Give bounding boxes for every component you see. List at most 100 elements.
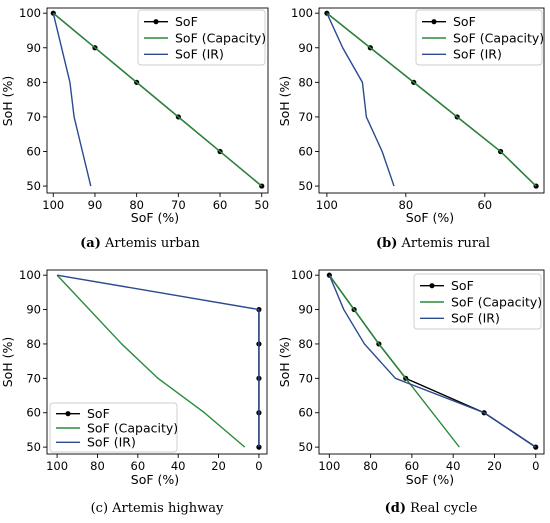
x-axis-label: SoF (%) bbox=[131, 472, 179, 487]
y-tick-label: 60 bbox=[298, 145, 313, 159]
data-point bbox=[256, 444, 262, 450]
legend-entry: SoF (Capacity) bbox=[451, 294, 542, 309]
y-tick-label: 90 bbox=[298, 303, 313, 317]
panel-caption: (d) Real cycle bbox=[385, 501, 478, 516]
chart-panel-3: 100 80 60 40 20 0 50 60 70 80 90 100 SoF (%) SoH (%) S… bbox=[0, 268, 268, 516]
caption-text: Real cycle bbox=[406, 501, 478, 516]
plot-frame bbox=[318, 7, 545, 194]
legend-entry: SoF (IR) bbox=[87, 435, 136, 450]
legend-marker bbox=[429, 283, 435, 289]
legend-entry: SoF (Capacity) bbox=[453, 30, 544, 45]
legend-entry: SoF (Capacity) bbox=[175, 30, 266, 45]
series-line-3 bbox=[52, 13, 92, 187]
legend-entry: SoF (Capacity) bbox=[87, 420, 178, 435]
panel-caption: (b) Artemis rural bbox=[376, 236, 490, 251]
legend-box bbox=[413, 273, 542, 330]
x-tick-label: 100 bbox=[318, 459, 340, 473]
chart-panel-4: 100 80 60 40 20 0 50 60 70 80 90 100 SoF (%) SoH (%) S… bbox=[277, 268, 545, 516]
x-tick-label: 20 bbox=[211, 459, 226, 473]
y-tick-label: 50 bbox=[26, 440, 41, 454]
legend-marker bbox=[153, 19, 159, 25]
legend-entry: SoF bbox=[175, 14, 198, 29]
x-tick-label: 0 bbox=[532, 459, 539, 473]
y-tick-label: 100 bbox=[19, 268, 41, 282]
legend-entry: SoF bbox=[87, 406, 110, 421]
series-line-3 bbox=[56, 274, 260, 448]
y-axis-label: SoH (%) bbox=[0, 337, 15, 388]
series-line-2 bbox=[326, 12, 537, 187]
x-tick-label: 100 bbox=[46, 459, 68, 473]
caption-text: Artemis urban bbox=[101, 236, 201, 251]
x-axis-label: SoF (%) bbox=[406, 210, 454, 225]
series-line-2 bbox=[52, 12, 263, 187]
x-tick-label: 100 bbox=[42, 198, 64, 212]
y-tick-label: 70 bbox=[298, 371, 313, 385]
x-tick-label: 60 bbox=[131, 459, 146, 473]
legend-entry: SoF bbox=[451, 278, 474, 293]
plot-frame bbox=[46, 269, 268, 455]
x-tick-label: 80 bbox=[90, 459, 105, 473]
caption-text: (c) Artemis highway bbox=[91, 501, 224, 516]
y-tick-label: 90 bbox=[26, 303, 41, 317]
x-axis-label: SoF (%) bbox=[131, 210, 179, 225]
panel-caption: (c) Artemis highway bbox=[91, 501, 224, 516]
legend-marker bbox=[65, 411, 71, 417]
y-tick-label: 70 bbox=[26, 371, 41, 385]
y-tick-label: 80 bbox=[298, 337, 313, 351]
x-tick-label: 60 bbox=[213, 198, 228, 212]
y-tick-label: 80 bbox=[26, 75, 41, 89]
y-tick-label: 50 bbox=[298, 179, 313, 193]
y-axis-label: SoH (%) bbox=[277, 337, 292, 388]
y-tick-label: 60 bbox=[26, 145, 41, 159]
legend-box bbox=[49, 402, 178, 453]
y-tick-label: 80 bbox=[298, 75, 313, 89]
caption-letter: (a) bbox=[80, 236, 101, 251]
caption-text: Artemis rural bbox=[397, 236, 490, 251]
chart-panel-1: 100 90 80 70 60 50 50 60 70 80 90 100 SoF (%) SoH (%)… bbox=[0, 6, 269, 251]
chart-panel-2: 100 80 60 50 60 70 80 90 100 SoF (%) SoH (%) SoFSoF… bbox=[277, 6, 545, 251]
x-tick-label: 100 bbox=[316, 198, 338, 212]
panel-caption: (a) Artemis urban bbox=[80, 236, 200, 251]
y-tick-label: 90 bbox=[298, 41, 313, 55]
y-tick-label: 60 bbox=[298, 406, 313, 420]
x-tick-label: 60 bbox=[405, 459, 420, 473]
y-tick-label: 70 bbox=[298, 110, 313, 124]
x-tick-label: 50 bbox=[254, 198, 269, 212]
legend-marker bbox=[431, 19, 437, 25]
legend-box bbox=[137, 9, 266, 66]
y-axis-label: SoH (%) bbox=[277, 76, 292, 127]
legend-box bbox=[415, 9, 543, 66]
y-tick-label: 100 bbox=[291, 6, 313, 20]
x-tick-label: 60 bbox=[477, 198, 492, 212]
legend-entry: SoF (IR) bbox=[175, 47, 224, 62]
y-tick-label: 80 bbox=[26, 337, 41, 351]
x-tick-label: 70 bbox=[171, 198, 186, 212]
x-axis-label: SoF (%) bbox=[406, 472, 454, 487]
x-tick-label: 0 bbox=[255, 459, 262, 473]
y-tick-label: 100 bbox=[291, 268, 313, 282]
y-tick-label: 50 bbox=[298, 440, 313, 454]
series-line-3 bbox=[326, 12, 395, 187]
x-tick-label: 80 bbox=[363, 459, 378, 473]
legend-entry: SoF (IR) bbox=[451, 311, 500, 326]
x-tick-label: 40 bbox=[446, 459, 461, 473]
x-tick-label: 20 bbox=[487, 459, 502, 473]
y-tick-label: 100 bbox=[19, 6, 41, 20]
y-axis-label: SoH (%) bbox=[0, 76, 15, 127]
caption-letter: (d) bbox=[385, 501, 406, 516]
plot-frame bbox=[46, 7, 269, 194]
y-tick-label: 90 bbox=[26, 41, 41, 55]
y-tick-label: 70 bbox=[26, 110, 41, 124]
y-tick-label: 50 bbox=[26, 179, 41, 193]
plot-frame bbox=[318, 269, 545, 455]
x-tick-label: 90 bbox=[88, 198, 103, 212]
legend-entry: SoF bbox=[453, 14, 476, 29]
caption-letter: (b) bbox=[376, 236, 397, 251]
x-tick-label: 80 bbox=[399, 198, 414, 212]
series-line-2 bbox=[56, 274, 246, 448]
